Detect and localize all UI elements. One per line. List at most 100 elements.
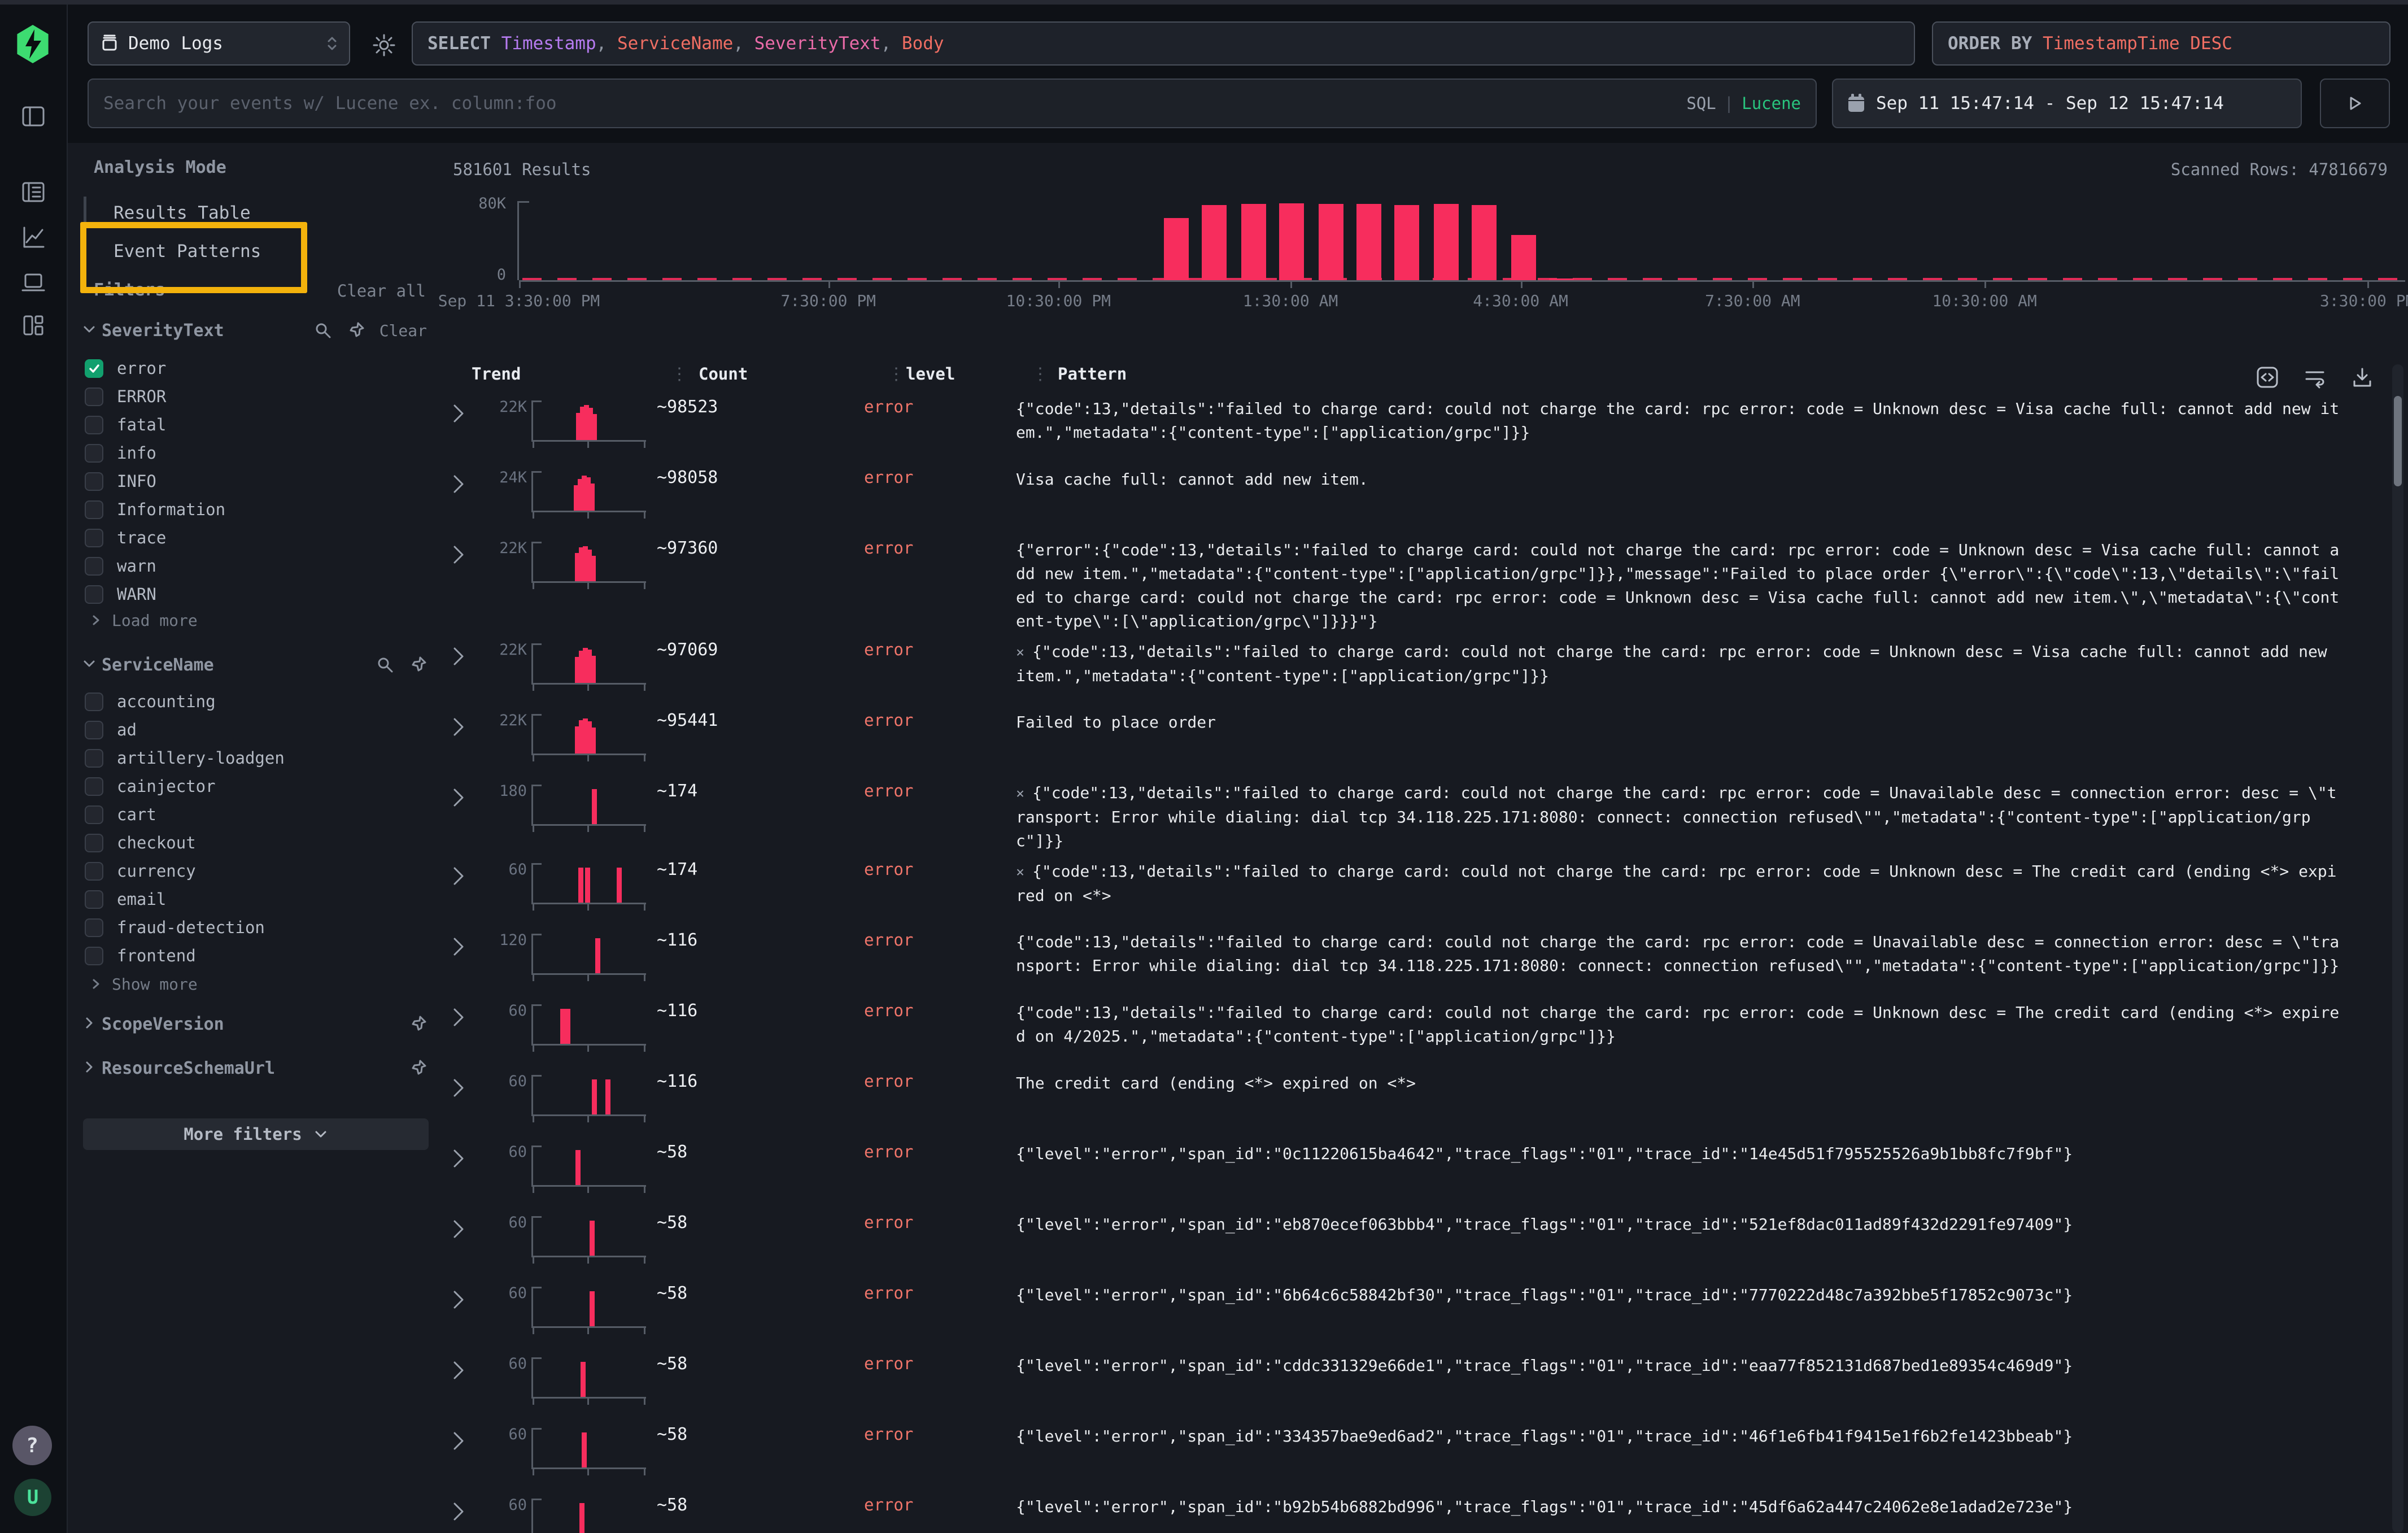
user-avatar[interactable]: U [14, 1479, 51, 1516]
checkbox-unchecked[interactable] [85, 947, 103, 965]
col-count[interactable]: Count [699, 364, 748, 384]
resourceschemaurl-section-header[interactable]: ResourceSchemaUrl [82, 1057, 427, 1079]
col-trend[interactable]: Trend [472, 364, 521, 384]
service-option[interactable]: cart [85, 800, 435, 829]
service-option[interactable]: email [85, 885, 435, 913]
collapse-sidebar-icon[interactable] [19, 102, 48, 131]
checkbox-unchecked[interactable] [85, 834, 103, 852]
chevron-right-icon[interactable] [82, 1060, 102, 1076]
severity-option[interactable]: fatal [85, 411, 435, 439]
checkbox-unchecked[interactable] [85, 721, 103, 739]
chevron-down-icon[interactable] [82, 658, 102, 672]
checkbox-unchecked[interactable] [85, 585, 103, 604]
pin-icon[interactable] [409, 1015, 427, 1033]
pin-icon[interactable] [409, 1059, 427, 1077]
row-expand-chevron[interactable] [440, 860, 483, 889]
checkbox-unchecked[interactable] [85, 862, 103, 881]
pattern-text[interactable]: ×{"code":13,"details":"failed to charge … [1016, 781, 2408, 853]
row-expand-chevron[interactable] [440, 1354, 483, 1383]
row-expand-chevron[interactable] [440, 1495, 483, 1525]
severity-option[interactable]: Information [85, 495, 435, 524]
severity-section-header[interactable]: SeverityText Clear [82, 319, 427, 342]
service-show-more[interactable]: Show more [85, 970, 198, 998]
service-option[interactable]: currency [85, 857, 435, 885]
checkbox-unchecked[interactable] [85, 472, 103, 491]
checkbox-unchecked[interactable] [85, 749, 103, 768]
clear-all-filters-button[interactable]: Clear all [337, 281, 426, 300]
checkbox-unchecked[interactable] [85, 805, 103, 824]
row-expand-chevron[interactable] [440, 1283, 483, 1313]
pattern-text[interactable]: Failed to place order [1016, 711, 2408, 734]
checkbox-unchecked[interactable] [85, 890, 103, 909]
column-drag-handle[interactable]: ⋮ [1032, 364, 1049, 384]
dashboards-icon[interactable] [19, 311, 48, 340]
source-select[interactable]: Demo Logs [88, 21, 350, 66]
row-expand-chevron[interactable] [440, 640, 483, 669]
date-range-picker[interactable]: Sep 11 15:47:14 - Sep 12 15:47:14 [1832, 79, 2302, 128]
service-option[interactable]: accounting [85, 687, 435, 716]
service-option[interactable]: artillery-loadgen [85, 744, 435, 772]
col-level[interactable]: level [906, 364, 955, 384]
more-filters-button[interactable]: More filters [83, 1118, 429, 1150]
sql-select-editor[interactable]: SELECT Timestamp, ServiceName, SeverityT… [412, 21, 1915, 66]
pattern-text[interactable]: ×{"code":13,"details":"failed to charge … [1016, 640, 2408, 688]
pattern-text[interactable]: {"level":"error","span_id":"cddc331329e6… [1016, 1354, 2408, 1378]
lang-sql-toggle[interactable]: SQL [1686, 94, 1716, 113]
row-expand-chevron[interactable] [440, 1072, 483, 1101]
severity-load-more[interactable]: Load more [85, 606, 198, 634]
chevron-right-icon[interactable] [82, 1016, 102, 1032]
search-input[interactable]: Search your events w/ Lucene ex. column:… [88, 79, 1817, 128]
chevron-down-icon[interactable] [82, 324, 102, 337]
checkbox-unchecked[interactable] [85, 387, 103, 406]
column-drag-handle[interactable]: ⋮ [671, 364, 688, 384]
service-option[interactable]: cainjector [85, 772, 435, 800]
pattern-text[interactable]: {"level":"error","span_id":"334357bae9ed… [1016, 1425, 2408, 1448]
severity-option[interactable]: error [85, 354, 435, 382]
severity-option[interactable]: ERROR [85, 382, 435, 411]
checkbox-unchecked[interactable] [85, 416, 103, 434]
service-option[interactable]: fraud-detection [85, 913, 435, 942]
checkbox-unchecked[interactable] [85, 500, 103, 519]
scrollbar-track[interactable] [2392, 364, 2403, 1533]
sessions-icon[interactable] [19, 268, 48, 297]
pattern-text[interactable]: ×{"code":13,"details":"failed to charge … [1016, 860, 2408, 908]
checkbox-unchecked[interactable] [85, 529, 103, 547]
pattern-text[interactable]: {"code":13,"details":"failed to charge c… [1016, 930, 2408, 978]
row-expand-chevron[interactable] [440, 1213, 483, 1242]
app-logo[interactable] [16, 25, 50, 63]
column-drag-handle[interactable]: ⋮ [888, 364, 905, 384]
service-option[interactable]: checkout [85, 829, 435, 857]
help-button[interactable]: ? [12, 1426, 52, 1465]
row-expand-chevron[interactable] [440, 930, 483, 960]
download-icon[interactable] [2350, 365, 2374, 389]
pattern-text[interactable]: Visa cache full: cannot add new item. [1016, 468, 2408, 491]
row-expand-chevron[interactable] [440, 468, 483, 497]
code-brackets-icon[interactable] [2256, 365, 2279, 389]
severity-option[interactable]: info [85, 439, 435, 467]
severity-option[interactable]: trace [85, 524, 435, 552]
row-expand-chevron[interactable] [440, 397, 483, 426]
pattern-text[interactable]: {"level":"error","span_id":"6b64c6c58842… [1016, 1283, 2408, 1307]
severity-option[interactable]: WARN [85, 580, 435, 608]
pattern-text[interactable]: {"level":"error","span_id":"eb870ecef063… [1016, 1213, 2408, 1236]
service-section-header[interactable]: ServiceName [82, 654, 427, 676]
service-option[interactable]: ad [85, 716, 435, 744]
pattern-text[interactable]: The credit card (ending <*> expired on <… [1016, 1072, 2408, 1095]
pattern-text[interactable]: {"level":"error","span_id":"0c11220615ba… [1016, 1142, 2408, 1166]
scrollbar-thumb[interactable] [2394, 396, 2402, 486]
gear-icon[interactable] [372, 33, 396, 58]
sql-orderby-editor[interactable]: ORDER BY TimestampTime DESC [1932, 21, 2390, 66]
severity-option[interactable]: warn [85, 552, 435, 580]
checkbox-unchecked[interactable] [85, 918, 103, 937]
severity-clear-button[interactable]: Clear [379, 321, 427, 340]
row-expand-chevron[interactable] [440, 1142, 483, 1171]
pin-icon[interactable] [409, 656, 427, 674]
checkbox-unchecked[interactable] [85, 444, 103, 463]
checkbox-unchecked[interactable] [85, 693, 103, 711]
nav-results-table[interactable]: Results Table [84, 197, 321, 229]
pattern-text[interactable]: {"level":"error","span_id":"b92b54b6882b… [1016, 1495, 2408, 1519]
col-pattern[interactable]: Pattern [1058, 364, 1127, 384]
search-icon[interactable] [314, 321, 332, 339]
wrap-text-icon[interactable] [2303, 365, 2327, 389]
severity-option[interactable]: INFO [85, 467, 435, 495]
